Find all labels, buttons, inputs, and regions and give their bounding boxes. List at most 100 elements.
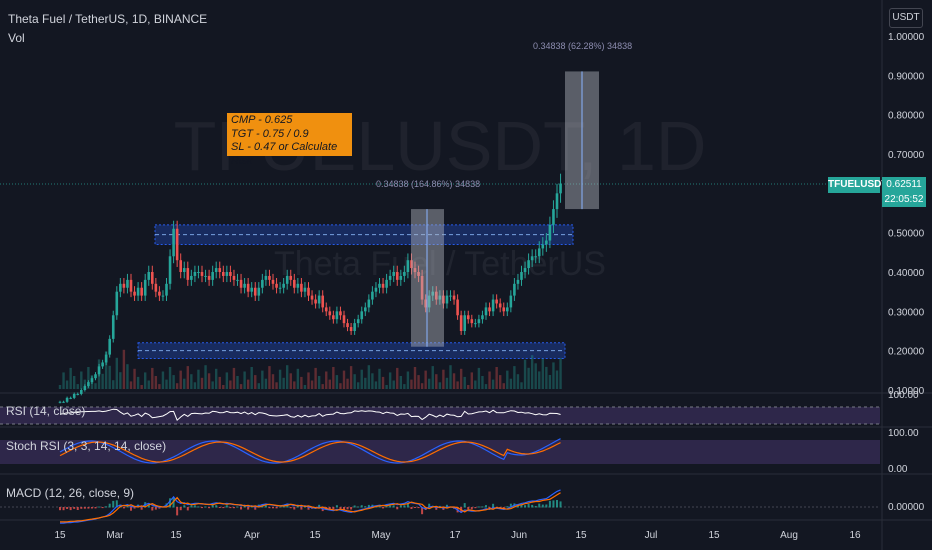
candle[interactable] <box>321 295 324 308</box>
candle[interactable] <box>431 291 435 296</box>
candle[interactable] <box>69 397 72 399</box>
candle[interactable] <box>509 295 513 308</box>
candle[interactable] <box>200 272 204 276</box>
candle[interactable] <box>111 315 115 339</box>
zone-resistance[interactable] <box>154 224 574 245</box>
candle[interactable] <box>193 272 197 276</box>
candle[interactable] <box>413 268 417 273</box>
candle[interactable] <box>83 386 87 390</box>
candle[interactable] <box>513 283 516 296</box>
candle[interactable] <box>410 260 413 269</box>
candle[interactable] <box>477 319 481 324</box>
candle[interactable] <box>87 382 90 387</box>
candle[interactable] <box>466 315 470 320</box>
candle[interactable] <box>161 295 165 297</box>
candle[interactable] <box>506 307 509 312</box>
candle[interactable] <box>367 299 371 308</box>
candle[interactable] <box>239 279 243 288</box>
candle[interactable] <box>72 393 76 398</box>
candle[interactable] <box>211 272 214 280</box>
candle[interactable] <box>261 279 264 288</box>
candle[interactable] <box>417 272 420 276</box>
candle[interactable] <box>385 279 388 288</box>
candle[interactable] <box>143 279 147 296</box>
candle[interactable] <box>307 287 310 296</box>
candle[interactable] <box>250 287 253 292</box>
candle[interactable] <box>420 275 424 300</box>
candle[interactable] <box>498 303 502 308</box>
candle[interactable] <box>339 311 342 316</box>
candle[interactable] <box>452 295 456 300</box>
candle[interactable] <box>236 279 239 281</box>
candle[interactable] <box>90 378 94 383</box>
candle[interactable] <box>264 275 268 280</box>
candle[interactable] <box>122 283 126 288</box>
candle[interactable] <box>342 315 346 324</box>
candle[interactable] <box>328 311 332 316</box>
candle[interactable] <box>300 283 303 292</box>
candle[interactable] <box>399 275 403 280</box>
candle[interactable] <box>395 272 399 280</box>
candle[interactable] <box>349 327 353 332</box>
candle[interactable] <box>119 283 122 292</box>
candle[interactable] <box>129 279 133 292</box>
candle[interactable] <box>218 268 222 273</box>
candle[interactable] <box>516 279 520 284</box>
candle[interactable] <box>314 299 317 304</box>
candle[interactable] <box>190 275 193 280</box>
candle[interactable] <box>108 338 111 355</box>
candle[interactable] <box>197 272 200 274</box>
candle[interactable] <box>537 248 541 257</box>
candle[interactable] <box>364 307 367 312</box>
candle[interactable] <box>335 311 339 320</box>
candle[interactable] <box>158 291 161 296</box>
candle[interactable] <box>495 299 498 304</box>
candle[interactable] <box>332 315 335 320</box>
candle[interactable] <box>381 283 385 288</box>
candle[interactable] <box>76 393 80 395</box>
candle[interactable] <box>246 283 250 292</box>
candle[interactable] <box>115 291 119 316</box>
candle[interactable] <box>324 307 328 312</box>
candle[interactable] <box>289 275 293 280</box>
candle[interactable] <box>296 283 300 288</box>
rsi-label[interactable]: RSI (14, close) <box>6 404 86 418</box>
candle[interactable] <box>481 315 484 320</box>
candle[interactable] <box>491 299 495 312</box>
candle[interactable] <box>523 268 527 273</box>
candle[interactable] <box>285 275 289 284</box>
candle[interactable] <box>488 307 491 312</box>
candle[interactable] <box>555 193 559 210</box>
candle[interactable] <box>442 295 445 304</box>
candle[interactable] <box>456 299 459 316</box>
candle[interactable] <box>225 272 229 276</box>
candle[interactable] <box>548 224 552 241</box>
candle[interactable] <box>534 256 537 258</box>
candle[interactable] <box>147 272 151 280</box>
candle[interactable] <box>552 209 555 225</box>
candle[interactable] <box>374 287 378 292</box>
candle[interactable] <box>438 295 442 300</box>
candle[interactable] <box>371 291 374 300</box>
candle[interactable] <box>463 315 466 332</box>
candle[interactable] <box>530 256 534 261</box>
candle[interactable] <box>204 275 207 277</box>
candle[interactable] <box>154 283 158 292</box>
candle[interactable] <box>179 260 182 273</box>
candle[interactable] <box>484 307 488 316</box>
candle[interactable] <box>65 397 69 402</box>
candle[interactable] <box>392 272 395 276</box>
candle[interactable] <box>303 287 307 292</box>
candle[interactable] <box>207 275 211 280</box>
candle[interactable] <box>317 295 321 304</box>
candle[interactable] <box>278 287 282 289</box>
candle[interactable] <box>136 287 140 296</box>
candle[interactable] <box>243 283 246 288</box>
candle[interactable] <box>502 307 506 312</box>
candle[interactable] <box>97 366 101 375</box>
candle[interactable] <box>293 279 296 288</box>
candle[interactable] <box>449 295 452 297</box>
candle[interactable] <box>356 319 360 324</box>
candle[interactable] <box>378 283 381 288</box>
candle[interactable] <box>474 323 477 325</box>
